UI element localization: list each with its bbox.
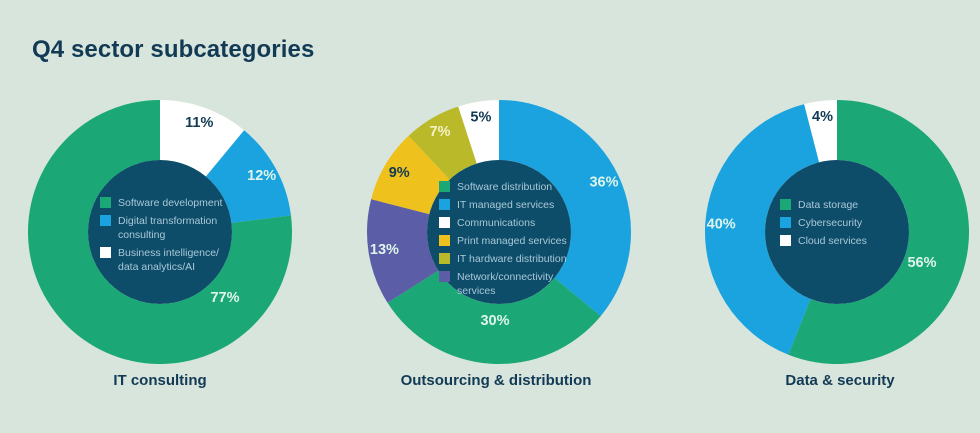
svg-text:13%: 13% <box>370 242 399 258</box>
svg-text:5%: 5% <box>470 109 491 125</box>
svg-text:9%: 9% <box>389 165 410 181</box>
svg-text:40%: 40% <box>707 217 736 233</box>
svg-text:30%: 30% <box>480 313 509 329</box>
svg-text:4%: 4% <box>812 109 833 125</box>
svg-text:11%: 11% <box>185 115 213 131</box>
svg-text:56%: 56% <box>907 255 936 271</box>
svg-text:77%: 77% <box>210 290 239 306</box>
svg-text:7%: 7% <box>430 124 451 140</box>
svg-text:12%: 12% <box>247 168 276 184</box>
